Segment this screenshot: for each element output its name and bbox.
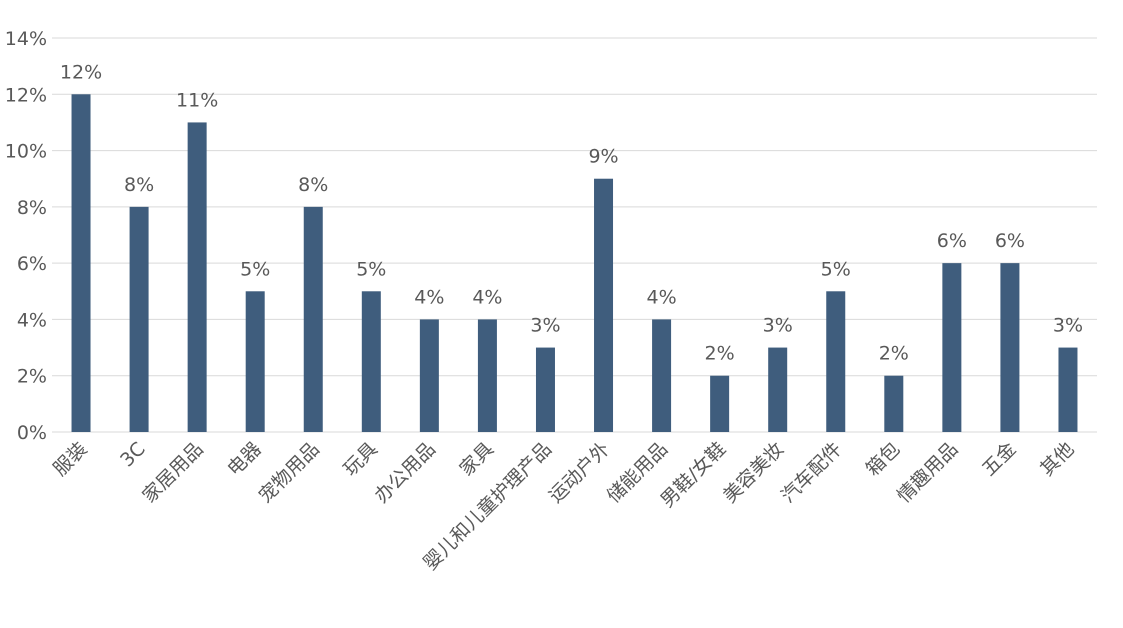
data-label: 9%: [588, 146, 618, 168]
data-label: 2%: [705, 343, 735, 365]
x-tick-label: 箱包: [862, 438, 904, 480]
bar: [594, 178, 614, 432]
x-tick-label: 宠物用品: [254, 438, 323, 507]
y-axis-ticks: 0% 2% 4% 6% 8% 10% 12% 14%: [5, 28, 47, 444]
data-label: 6%: [937, 230, 967, 252]
x-tick-label: 运动户外: [545, 438, 614, 507]
y-tick-label: 12%: [5, 84, 47, 106]
data-label: 2%: [879, 343, 909, 365]
x-tick-label: 3C: [116, 438, 149, 471]
bar: [245, 291, 265, 432]
x-tick-label: 办公用品: [371, 438, 440, 507]
y-tick-label: 2%: [17, 366, 47, 388]
data-label: 3%: [1053, 315, 1083, 337]
x-tick-label: 电器: [223, 438, 265, 480]
bar: [1000, 263, 1020, 432]
data-label: 11%: [176, 89, 218, 111]
bar: [884, 375, 904, 432]
bar: [652, 319, 672, 432]
data-labels: 12% 8% 11% 5% 8% 5% 4% 4% 3% 9% 4% 2% 3% 5% 2% 6% 6% 3%: [60, 61, 1083, 364]
data-label: 3%: [530, 315, 560, 337]
data-label: 8%: [124, 174, 154, 196]
bar: [303, 206, 323, 432]
y-tick-label: 4%: [17, 309, 47, 331]
y-tick-label: 0%: [17, 422, 47, 444]
x-tick-label: 美容美妆: [719, 438, 788, 507]
x-tick-label: 其他: [1036, 438, 1078, 480]
data-label: 8%: [298, 174, 328, 196]
gridlines: [52, 37, 1097, 433]
bar: [535, 347, 555, 432]
data-label: 12%: [60, 61, 102, 83]
x-tick-label: 情趣用品: [893, 438, 962, 507]
y-tick-label: 8%: [17, 197, 47, 219]
data-label: 4%: [472, 286, 502, 308]
bar: [1058, 347, 1078, 432]
x-tick-label: 服装: [49, 438, 91, 480]
x-tick-label: 家居用品: [138, 438, 207, 507]
bar: [942, 263, 962, 432]
bar: [419, 319, 439, 432]
bar: [187, 122, 207, 432]
data-label: 5%: [821, 258, 851, 280]
y-tick-label: 6%: [17, 253, 47, 275]
bar: [768, 347, 788, 432]
bar: [826, 291, 846, 432]
bar: [361, 291, 381, 432]
data-label: 5%: [240, 258, 270, 280]
bar: [710, 375, 730, 432]
bar: [71, 94, 91, 433]
bar: [129, 206, 149, 432]
data-label: 3%: [763, 315, 793, 337]
x-tick-label: 五金: [978, 438, 1020, 480]
data-label: 6%: [995, 230, 1025, 252]
x-tick-label: 玩具: [339, 438, 381, 480]
y-tick-label: 14%: [5, 28, 47, 50]
data-label: 5%: [356, 258, 386, 280]
bar: [477, 319, 497, 432]
y-tick-label: 10%: [5, 141, 47, 163]
bars: [71, 94, 1078, 433]
data-label: 4%: [647, 286, 677, 308]
x-tick-label: 汽车配件: [777, 438, 846, 507]
x-tick-label: 家具: [456, 438, 498, 480]
data-label: 4%: [414, 286, 444, 308]
